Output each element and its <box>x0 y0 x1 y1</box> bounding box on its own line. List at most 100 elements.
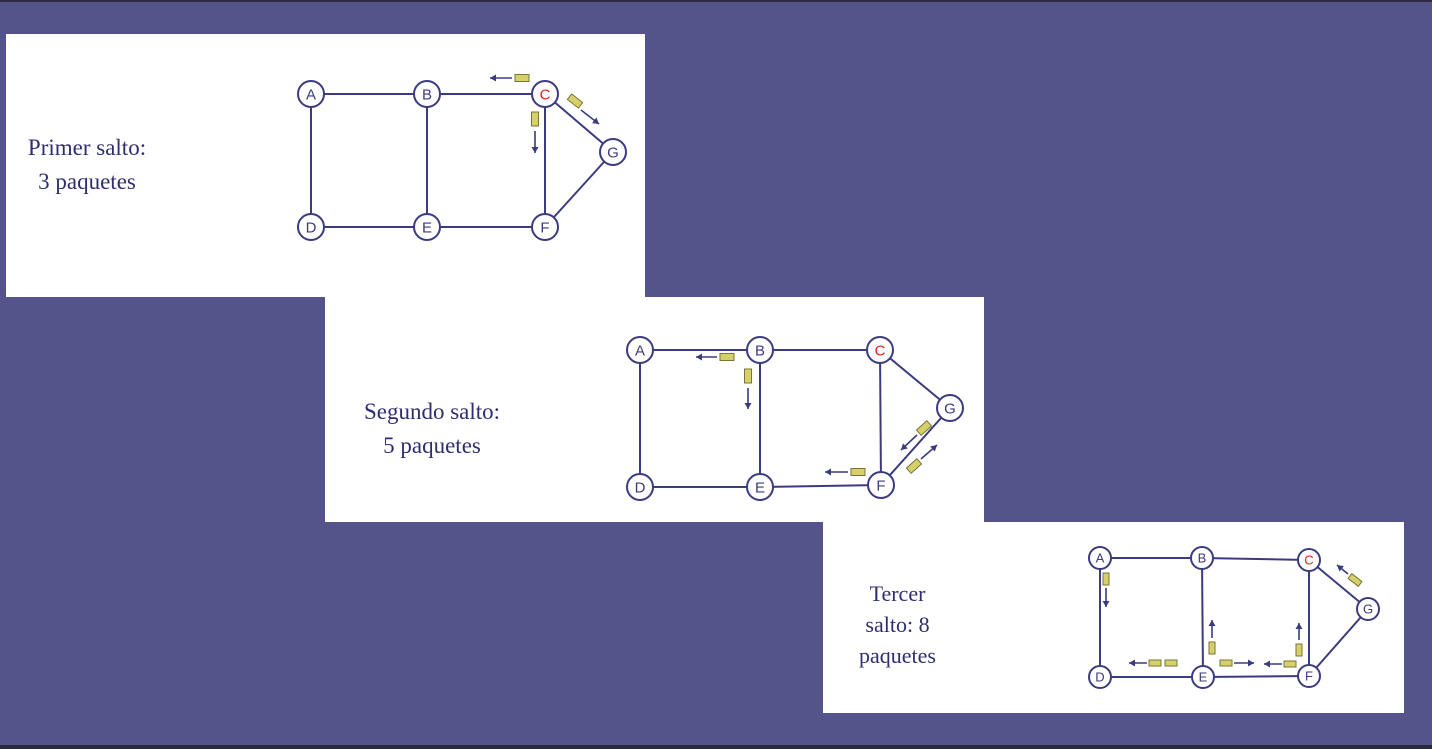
node-label: G <box>607 144 619 161</box>
packet-icon <box>1148 659 1162 667</box>
caption-line: Tercer <box>869 581 926 606</box>
packet-icon <box>1283 660 1297 668</box>
node-circle <box>1297 664 1321 688</box>
node-label: D <box>306 219 317 236</box>
node-label: E <box>422 219 432 236</box>
third-hop-panel: Tercer salto: 8 paquetes A B C D E F G <box>823 522 1404 713</box>
arrow-head <box>1337 565 1344 572</box>
node-circle <box>626 336 654 364</box>
arrow-head <box>490 74 496 82</box>
node-circle <box>626 473 654 501</box>
slide-bottom-border <box>0 745 1432 749</box>
link-b-e <box>1201 557 1204 678</box>
second-hop-caption: Segundo salto: 5 paquetes <box>337 395 527 463</box>
link-b-c <box>1201 557 1310 561</box>
packet-icon <box>719 353 735 361</box>
node-label: F <box>1305 669 1313 684</box>
arrow-head <box>1102 601 1110 607</box>
node-circle <box>746 336 774 364</box>
first-hop-caption: Primer salto: 3 paquetes <box>12 131 162 199</box>
node-label: B <box>1198 551 1207 566</box>
node-circle <box>1191 665 1215 689</box>
link-c-g <box>1308 559 1369 610</box>
caption-line: 5 paquetes <box>383 433 481 458</box>
node-circle <box>599 138 627 166</box>
node-circle <box>1297 548 1321 572</box>
link-f-g <box>544 151 614 228</box>
node-circle <box>531 80 559 108</box>
packet-icon <box>1164 659 1178 667</box>
arrow-head <box>901 443 908 450</box>
arrow-head <box>744 403 752 409</box>
node-circle <box>746 473 774 501</box>
packet-icon <box>744 368 752 384</box>
node-label: C <box>875 342 886 359</box>
caption-line: Segundo salto: <box>363 399 501 424</box>
caption-line: salto: 8 <box>865 612 930 637</box>
arrow-head <box>930 445 937 452</box>
packet-icon <box>905 458 923 474</box>
node-circle <box>1088 546 1112 570</box>
packet-icon <box>514 74 530 82</box>
node-label: E <box>1199 670 1208 685</box>
node-circle <box>413 80 441 108</box>
node-label: E <box>755 479 765 496</box>
caption-line: Primer salto: <box>27 135 147 160</box>
node-label: B <box>755 342 765 359</box>
link-f-g <box>1308 608 1369 677</box>
packet-icon <box>1208 641 1216 655</box>
arrow-head <box>1248 659 1254 667</box>
link-c-g <box>544 93 614 153</box>
node-label: F <box>876 477 885 494</box>
link-e-f <box>1202 675 1310 678</box>
link-c-g <box>879 349 951 409</box>
node-circle <box>531 213 559 241</box>
node-circle <box>1088 665 1112 689</box>
node-circle <box>297 213 325 241</box>
node-circle <box>866 336 894 364</box>
node-label: D <box>635 479 646 496</box>
packet-icon <box>1295 643 1303 657</box>
caption-line: 3 paquetes <box>38 169 136 194</box>
caption-line: paquetes <box>859 643 936 668</box>
arrow-head <box>696 353 702 361</box>
node-label: D <box>1095 670 1104 685</box>
packet-icon <box>566 93 584 109</box>
node-label: G <box>944 400 956 417</box>
node-label: B <box>422 86 432 103</box>
arrow-head <box>825 468 831 476</box>
arrow-head <box>1264 660 1270 668</box>
node-label: C <box>540 86 551 103</box>
second-hop-network-diagram: A B C D E F G <box>626 336 964 501</box>
node-circle <box>1356 597 1380 621</box>
node-label: F <box>540 219 549 236</box>
link-e-f <box>759 484 882 488</box>
packet-icon <box>915 420 933 436</box>
link-c-f <box>879 349 882 486</box>
first-hop-panel: Primer salto: 3 paquetes A B C D E F G <box>6 34 645 297</box>
node-label: C <box>1304 553 1313 568</box>
node-circle <box>867 471 895 499</box>
node-label: A <box>635 342 645 359</box>
packet-icon <box>531 111 539 127</box>
arrow-head <box>531 147 539 153</box>
packet-icon <box>850 468 866 476</box>
link-f-g <box>880 407 951 486</box>
arrow-head <box>1129 659 1135 667</box>
first-hop-network-diagram: A B C D E F G <box>297 74 627 241</box>
second-hop-panel: Segundo salto: 5 paquetes A B C D E F G <box>325 297 984 522</box>
node-circle <box>936 394 964 422</box>
slide-top-border <box>0 0 1432 2</box>
node-label: G <box>1363 602 1373 617</box>
node-circle <box>413 213 441 241</box>
node-circle <box>1190 546 1214 570</box>
node-label: A <box>306 86 316 103</box>
packet-icon <box>1347 572 1363 588</box>
node-label: A <box>1096 551 1105 566</box>
packet-icon <box>1102 572 1110 586</box>
node-circle <box>297 80 325 108</box>
third-hop-network-diagram: A B C D E F G <box>1088 546 1380 689</box>
third-hop-caption: Tercer salto: 8 paquetes <box>845 578 950 671</box>
packet-icon <box>1219 659 1233 667</box>
arrow-head <box>592 117 599 124</box>
